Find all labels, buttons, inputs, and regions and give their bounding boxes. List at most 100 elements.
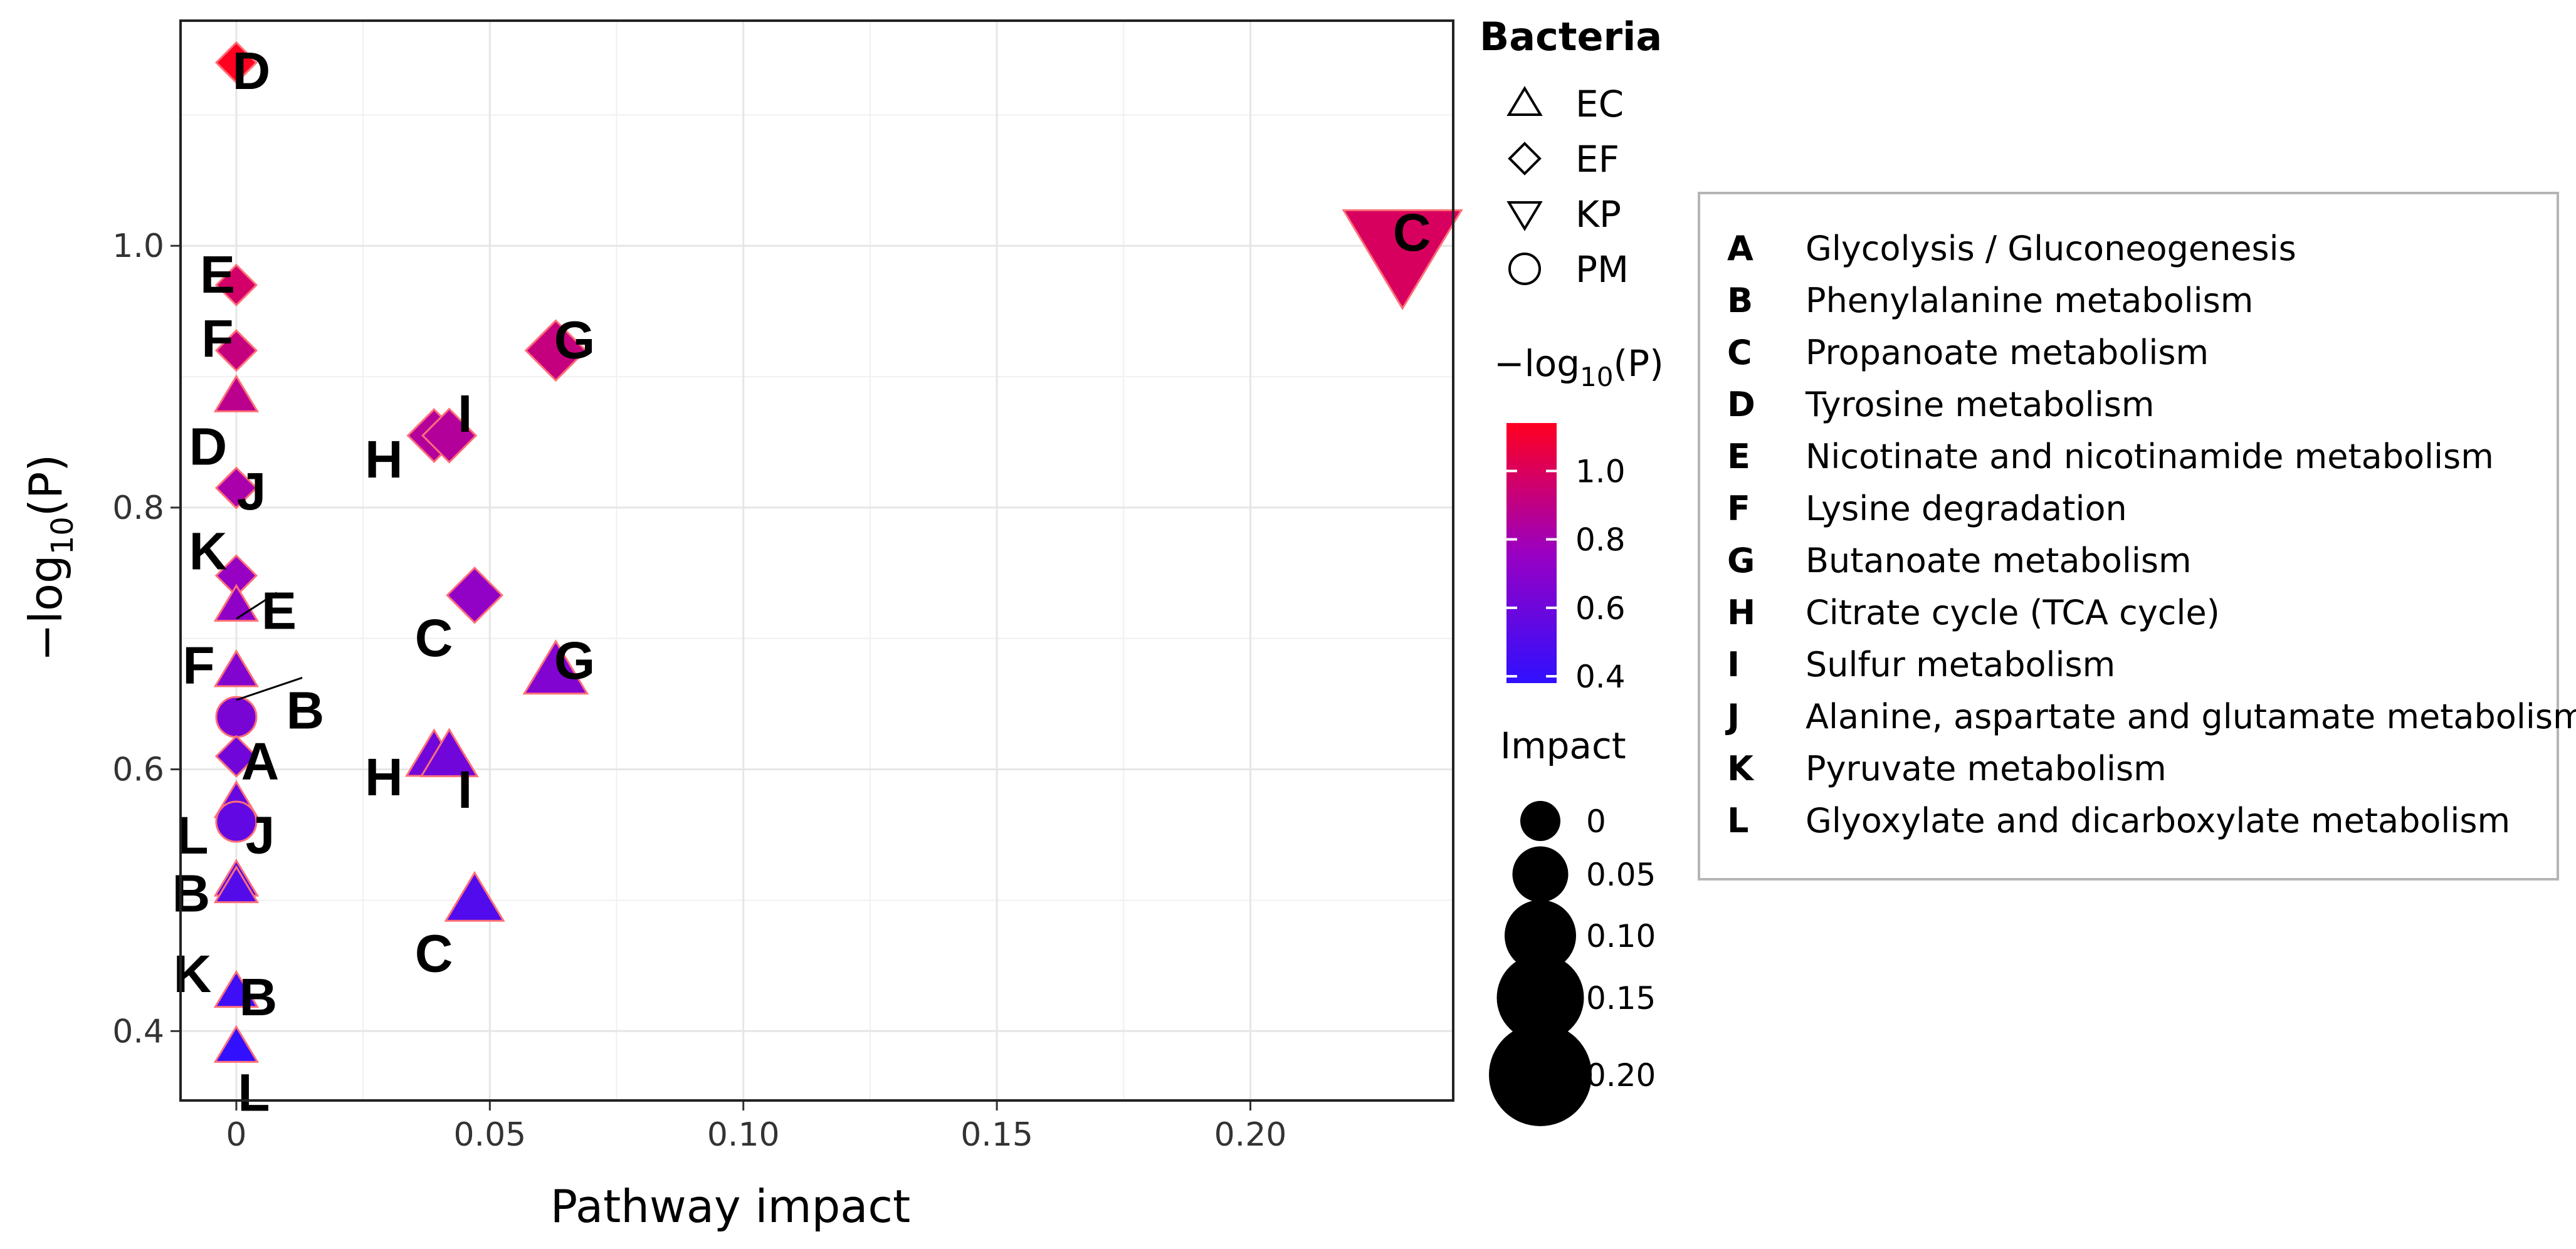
point-label-F: F	[182, 636, 214, 695]
point-PM-B	[215, 696, 258, 738]
point-label-B: B	[287, 681, 325, 739]
y-tick-label: 0.6	[112, 751, 164, 789]
pathway-key-name: Pyruvate metabolism	[1806, 749, 2167, 788]
impact-legend-label: 0.20	[1586, 1057, 1656, 1094]
pathway-key-name: Tyrosine metabolism	[1805, 385, 2154, 424]
point-label-A: A	[241, 732, 280, 791]
pathway-key-name: Lysine degradation	[1806, 489, 2127, 528]
pathway-key-letter: C	[1727, 333, 1752, 372]
bacteria-legend-key-EF	[1508, 142, 1542, 175]
pathway-key-name: Propanoate metabolism	[1806, 333, 2209, 372]
leader-line-B	[236, 676, 303, 701]
impact-legend-dot	[1505, 900, 1576, 971]
bacteria-legend-title: Bacteria	[1480, 14, 1662, 60]
point-EF-J	[214, 466, 258, 510]
point-label-E: E	[200, 245, 235, 304]
y-tick-label: 0.4	[112, 1013, 164, 1050]
impact-legend-label: 0.15	[1586, 980, 1656, 1016]
point-EF-A	[214, 734, 258, 778]
point-label-J: J	[237, 462, 266, 521]
point-label-G: G	[554, 631, 595, 690]
impact-legend-label: 0	[1586, 803, 1606, 840]
axis-ticks: 0 0.05 0.10 0.15 0.20 0.4 0.6 0.8 1.0	[112, 227, 1286, 1154]
point-label-I: I	[458, 760, 472, 819]
pathway-key-letter: J	[1725, 697, 1740, 736]
color-tick-label: 1.0	[1575, 453, 1626, 489]
y-tick-label: 1.0	[112, 227, 164, 265]
point-label-D: D	[189, 417, 228, 476]
x-tick-label: 0	[226, 1116, 246, 1154]
pathway-key-letter: L	[1727, 801, 1748, 840]
pathway-key-letter: H	[1727, 593, 1755, 632]
point-EC-K	[213, 865, 260, 904]
pathway-key-name: Glyoxylate and dicarboxylate metabolism	[1806, 801, 2510, 840]
point-label-J: J	[246, 805, 275, 864]
pathway-key-letter: F	[1727, 489, 1750, 528]
y-tick-label: 0.8	[112, 489, 164, 527]
impact-legend-dot	[1496, 954, 1584, 1042]
color-tick-label: 0.8	[1575, 522, 1626, 558]
x-tick-label: 0.15	[960, 1116, 1033, 1154]
point-label-C: C	[1393, 203, 1431, 262]
pathway-key-letter: B	[1727, 281, 1753, 320]
pathway-key-name: Nicotinate and nicotinamide metabolism	[1806, 437, 2494, 476]
bacteria-legend-label: EF	[1575, 138, 1619, 180]
point-label-K: K	[174, 944, 212, 1003]
grid-lines	[181, 21, 1453, 1100]
pathway-key-name: Glycolysis / Gluconeogenesis	[1806, 229, 2296, 268]
point-label-D: D	[233, 41, 271, 100]
pathway-key-name: Citrate cycle (TCA cycle)	[1806, 593, 2220, 632]
point-label-K: K	[189, 522, 228, 581]
bacteria-legend-label: KP	[1575, 193, 1621, 236]
bacteria-legend-key-KP	[1506, 201, 1543, 231]
point-EC-F	[213, 649, 260, 687]
point-EC-L	[213, 1025, 260, 1063]
point-label-H: H	[365, 748, 403, 807]
x-tick-label: 0.20	[1214, 1116, 1287, 1154]
pathway-key-name: Phenylalanine metabolism	[1806, 281, 2253, 320]
bacteria-legend-key-EC	[1506, 86, 1543, 116]
x-tick-label: 0.10	[707, 1116, 780, 1154]
pathway-key-letter: E	[1727, 437, 1750, 476]
point-label-G: G	[554, 310, 595, 369]
pathway-key-name: Butanoate metabolism	[1806, 541, 2192, 580]
color-legend-ticks: 1.0 0.8 0.6 0.4	[1506, 453, 1626, 695]
pathway-key-box	[1698, 192, 2559, 881]
point-label-E: E	[261, 582, 297, 640]
data-points	[213, 41, 1463, 1063]
pathway-key: A Glycolysis / Gluconeogenesis B Phenylalan…	[1725, 229, 2576, 840]
point-label-C: C	[415, 609, 453, 667]
impact-legend-label: 0.05	[1586, 857, 1656, 893]
point-EC-C	[444, 870, 505, 922]
point-EF-C	[446, 566, 503, 624]
x-axis-title: Pathway impact	[550, 1180, 910, 1233]
pathway-key-letter: I	[1727, 645, 1740, 684]
point-label-B: B	[239, 968, 278, 1027]
color-bar	[1506, 423, 1557, 683]
color-tick-label: 0.6	[1575, 590, 1626, 627]
point-label-B: B	[172, 864, 211, 922]
impact-legend-label: 0.10	[1586, 918, 1656, 954]
impact-legend-title: Impact	[1500, 724, 1626, 767]
point-EF-E	[214, 263, 258, 306]
bacteria-legend: EC EF KP PM	[1506, 83, 1629, 291]
impact-legend-dot	[1512, 846, 1569, 902]
color-tick-label: 0.4	[1575, 659, 1626, 695]
point-label-I: I	[458, 384, 472, 443]
pathway-key-letter: A	[1727, 229, 1753, 268]
impact-legend-dot	[1489, 1023, 1592, 1126]
bacteria-legend-label: PM	[1575, 248, 1629, 291]
pathway-key-letter: K	[1727, 749, 1755, 788]
point-EC-D	[213, 374, 260, 412]
leader-line-E	[236, 592, 278, 620]
x-tick-label: 0.05	[453, 1116, 526, 1154]
y-axis-title: −log10(P)	[19, 454, 80, 662]
pathway-key-letter: D	[1727, 385, 1755, 424]
pathway-key-letter: G	[1727, 541, 1755, 580]
bacteria-legend-key-PM	[1508, 253, 1541, 285]
pathway-key-name: Sulfur metabolism	[1806, 645, 2115, 684]
point-EF-I	[421, 407, 478, 464]
point-label-H: H	[365, 430, 403, 489]
point-EC-G	[522, 639, 589, 695]
point-label-F: F	[201, 309, 233, 368]
